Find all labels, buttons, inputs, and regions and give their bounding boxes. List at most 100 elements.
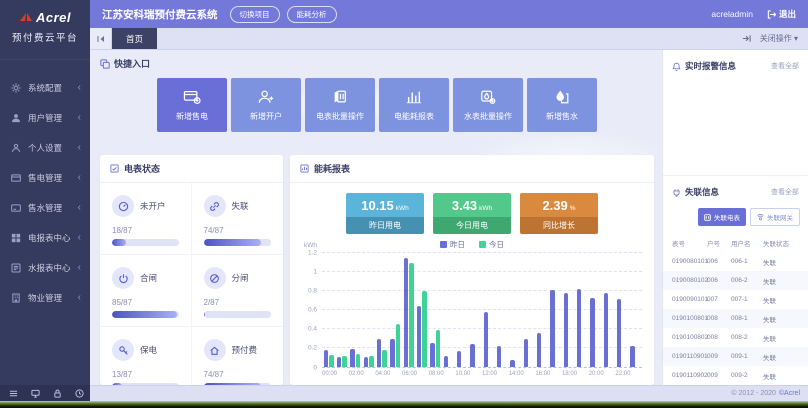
chevron-left-icon: ‹: [77, 172, 81, 183]
right-panel: 实时报警信息 查看全部 失联信息 查看全部 失联电表: [662, 50, 808, 385]
status-value: 74/87: [203, 226, 224, 235]
new-account-button[interactable]: 新增开户: [231, 78, 301, 132]
status-item-offline: 失联 74/87: [191, 183, 283, 255]
new-electric-sale-button[interactable]: 新增售电: [157, 78, 227, 132]
cell-user-name: 009-1: [731, 353, 748, 360]
new-water-sale-button[interactable]: 新增售水: [527, 78, 597, 132]
x-tick-label: 18:00: [562, 370, 578, 377]
bar-group: [322, 253, 335, 367]
sidebar-item-label: 售电管理: [28, 173, 63, 183]
tab-offline-electric-meters[interactable]: 失联电表: [698, 208, 746, 226]
close-operations-dropdown[interactable]: 关闭操作 ▾: [759, 34, 798, 43]
cell-status: 失联: [763, 335, 776, 343]
sidebar-item-water-sale[interactable]: 售水管理 ‹: [0, 193, 90, 223]
gear-icon: [9, 83, 23, 93]
cell-account-no: 009: [707, 372, 718, 379]
table-row: 0190080102 006 006-2 失联: [663, 271, 808, 290]
electric-meter-batch-button[interactable]: 电表批量操作: [305, 78, 375, 132]
electric-sale-card-icon: [9, 173, 23, 183]
cell-meter-no: 0190110901: [672, 353, 708, 360]
copyright-brand-link[interactable]: ©Acrel: [778, 390, 800, 397]
logout-icon: [767, 9, 776, 19]
energy-analysis-button[interactable]: 能耗分析: [286, 5, 337, 23]
cell-status: 失联: [763, 278, 776, 286]
sidebar-item-personal-settings[interactable]: 个人设置 ‹: [0, 133, 90, 163]
users-icon: [9, 113, 23, 123]
monitor-icon[interactable]: [31, 389, 40, 398]
electric-energy-report-button[interactable]: 电能耗报表: [379, 78, 449, 132]
copyright-text: © 2012 - 2020: [731, 390, 776, 397]
sidebar-item-label: 个人设置: [28, 143, 63, 153]
lock-icon[interactable]: [53, 389, 62, 398]
chevron-left-icon: ‹: [77, 262, 81, 273]
tab-scroll-left-button[interactable]: [90, 28, 112, 49]
sidebar-item-label: 售水管理: [28, 203, 63, 213]
clock-icon[interactable]: [75, 388, 84, 398]
table-row: 0190080101 006 006-1 失联: [663, 252, 808, 271]
bar-昨日: [363, 356, 369, 367]
expand-panel-icon[interactable]: [742, 34, 751, 43]
x-tick-label: 16:00: [535, 370, 551, 377]
legend-yesterday[interactable]: 昨日: [440, 239, 465, 250]
bar-group: [575, 253, 588, 367]
bar-昨日: [470, 344, 475, 367]
status-label: 合闸: [140, 273, 158, 283]
sidebar-item-electric-sale[interactable]: 售电管理 ‹: [0, 163, 90, 193]
bar-昨日: [576, 289, 582, 367]
table-row: 0190100802 008 008-2 失联: [663, 328, 808, 347]
quick-entry-header: 快捷入口: [100, 57, 654, 70]
water-meter-batch-button[interactable]: 水表批量操作: [453, 78, 523, 132]
sidebar: Acrel 预付费云平台 系统配置 ‹ 用户管理 ‹ 个人设置: [0, 0, 90, 401]
menu-icon[interactable]: [9, 389, 18, 398]
bar-昨日: [590, 297, 595, 367]
cell-user-name: 006-2: [731, 277, 748, 284]
bar-group: [349, 253, 362, 367]
sidebar-item-electric-report[interactable]: 电报表中心 ‹: [0, 223, 90, 253]
bar-今日: [369, 355, 374, 367]
bell-icon: [672, 62, 681, 71]
bar-今日: [435, 329, 441, 367]
energy-report-icon: [300, 164, 309, 173]
meter-status-title: 电表状态: [124, 164, 161, 174]
energy-report-title: 能耗报表: [314, 164, 351, 174]
desktop-taskbar-strip: [0, 401, 808, 408]
dashboard-content: 快捷入口 新增售电 新增开户 电表批量操作: [90, 50, 662, 398]
legend-swatch: [479, 241, 486, 248]
offline-view-all-link[interactable]: 查看全部: [771, 189, 799, 196]
chart-xlabels: 00:00 02:00 04:00 06:00 08:00 10:00 12:00 14:00…: [322, 368, 642, 379]
sidebar-item-water-report[interactable]: 水报表中心 ‹: [0, 253, 90, 283]
stat-card-growth: 2.39% 同比增长: [520, 193, 598, 234]
bar-昨日: [350, 348, 355, 367]
logout-button[interactable]: 退出: [767, 8, 796, 20]
x-tick-label: 02:00: [348, 370, 364, 377]
progress-bar: [112, 311, 179, 318]
meter-dial-icon: [112, 195, 134, 217]
sidebar-menu: 系统配置 ‹ 用户管理 ‹ 个人设置 ‹ 售电管理 ‹: [0, 60, 90, 385]
bar-group: [442, 253, 455, 367]
tab-offline-gateways[interactable]: 失联网关: [750, 208, 800, 226]
sidebar-item-label: 电报表中心: [28, 233, 71, 243]
legend-today[interactable]: 今日: [479, 239, 504, 250]
meter-status-header: 电表状态: [100, 155, 283, 183]
alarm-empty-list: [663, 79, 808, 176]
x-tick-label: 14:00: [508, 370, 524, 377]
stat-unit: %: [569, 205, 576, 212]
chevron-left-icon: ‹: [77, 82, 81, 93]
sidebar-item-user-management[interactable]: 用户管理 ‹: [0, 103, 90, 133]
stat-value: 10.15: [361, 198, 394, 213]
bar-group: [509, 253, 522, 367]
tab-home[interactable]: 首页: [112, 28, 158, 49]
cell-account-no: 008: [707, 315, 718, 322]
cell-status: 失联: [763, 354, 776, 362]
sidebar-item-system-config[interactable]: 系统配置 ‹: [0, 73, 90, 103]
status-item-no-account: 未开户 18/87: [100, 183, 192, 255]
alarm-view-all-link[interactable]: 查看全部: [771, 63, 799, 70]
switch-project-button[interactable]: 切换项目: [229, 5, 280, 23]
bar-group: [522, 253, 535, 367]
person-icon: [9, 143, 23, 153]
offline-meters-table: 表号 户号 用户名 失联状态 0190080101 006 006-1 失联 0190…: [663, 234, 808, 385]
bar-昨日: [616, 298, 622, 367]
meter-tab-icon: [704, 213, 711, 221]
sidebar-item-property-management[interactable]: 物业管理 ‹: [0, 283, 90, 313]
